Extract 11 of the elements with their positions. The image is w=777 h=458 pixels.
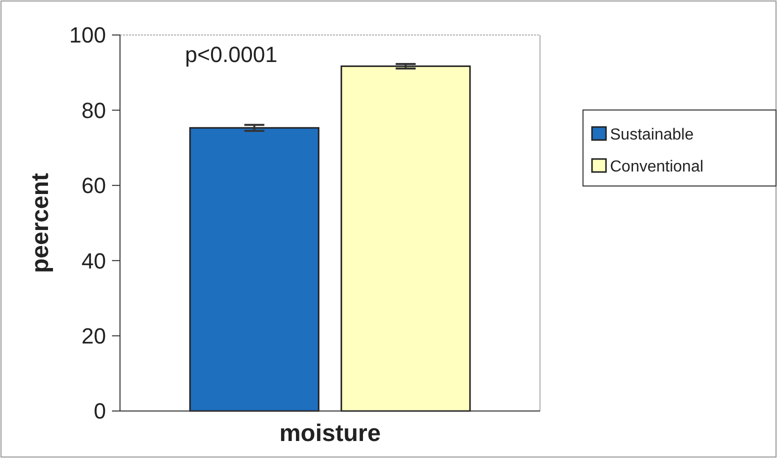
- annotation: p<0.0001: [185, 42, 278, 67]
- x-axis-title: moisture: [279, 420, 381, 447]
- y-tick-label: 80: [82, 98, 106, 123]
- y-tick-label: 60: [82, 173, 106, 198]
- y-tick-label: 0: [94, 398, 106, 424]
- legend-label: Sustainable: [610, 126, 694, 144]
- y-tick-label: 40: [82, 248, 106, 274]
- y-tick-label: 20: [82, 324, 106, 348]
- legend-label: Conventional: [610, 158, 704, 176]
- y-axis-title: peercent: [27, 172, 54, 274]
- y-tick-label: 100: [69, 22, 106, 48]
